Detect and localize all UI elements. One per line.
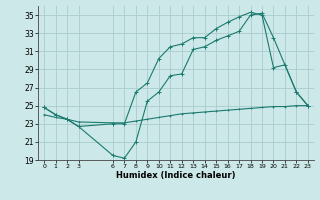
- X-axis label: Humidex (Indice chaleur): Humidex (Indice chaleur): [116, 171, 236, 180]
